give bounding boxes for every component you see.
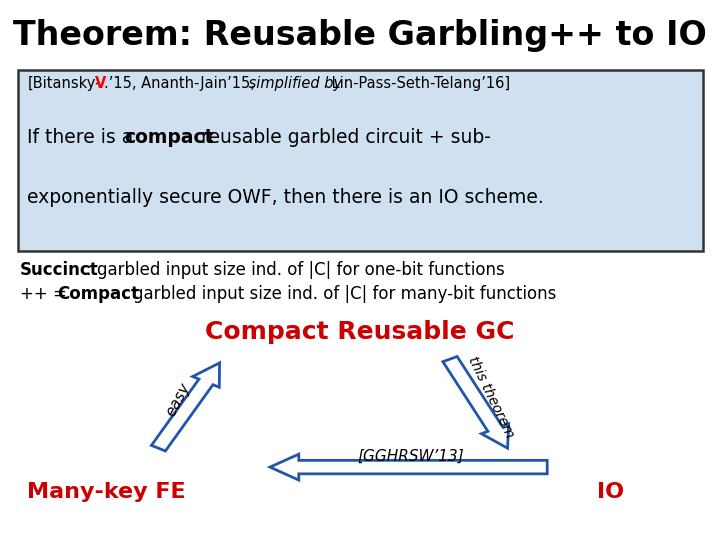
Text: exponentially secure OWF, then there is an IO scheme.: exponentially secure OWF, then there is …: [27, 187, 544, 207]
Text: reusable garbled circuit + sub-: reusable garbled circuit + sub-: [195, 128, 491, 147]
Text: Compact Reusable GC: Compact Reusable GC: [205, 320, 515, 344]
Text: : garbled input size ind. of |C| for many-bit functions: : garbled input size ind. of |C| for man…: [122, 285, 557, 303]
Text: this theorem: this theorem: [465, 354, 517, 440]
FancyBboxPatch shape: [18, 70, 703, 251]
Text: ++ =: ++ =: [20, 285, 72, 303]
Text: compact: compact: [125, 128, 214, 147]
Text: If there is a: If there is a: [27, 128, 140, 147]
Text: Succinct: Succinct: [20, 261, 99, 279]
Text: Lin-Pass-Seth-Telang’16]: Lin-Pass-Seth-Telang’16]: [327, 76, 510, 91]
Text: Compact: Compact: [58, 285, 140, 303]
Text: Many-key FE: Many-key FE: [27, 482, 186, 503]
Text: simplified by: simplified by: [244, 76, 342, 91]
Text: Theorem: Reusable Garbling++ to IO: Theorem: Reusable Garbling++ to IO: [13, 18, 707, 52]
Polygon shape: [443, 356, 508, 448]
Polygon shape: [270, 454, 547, 480]
Text: IO: IO: [597, 482, 624, 503]
Text: V: V: [95, 76, 107, 91]
Text: easy: easy: [163, 380, 194, 419]
Text: : garbled input size ind. of |C| for one-bit functions: : garbled input size ind. of |C| for one…: [86, 261, 505, 279]
Text: [GGHRSW’13]: [GGHRSW’13]: [357, 449, 464, 464]
Text: [Bitansky-: [Bitansky-: [27, 76, 101, 91]
Polygon shape: [151, 363, 220, 451]
Text: .’15, Ananth-Jain’15,: .’15, Ananth-Jain’15,: [104, 76, 255, 91]
